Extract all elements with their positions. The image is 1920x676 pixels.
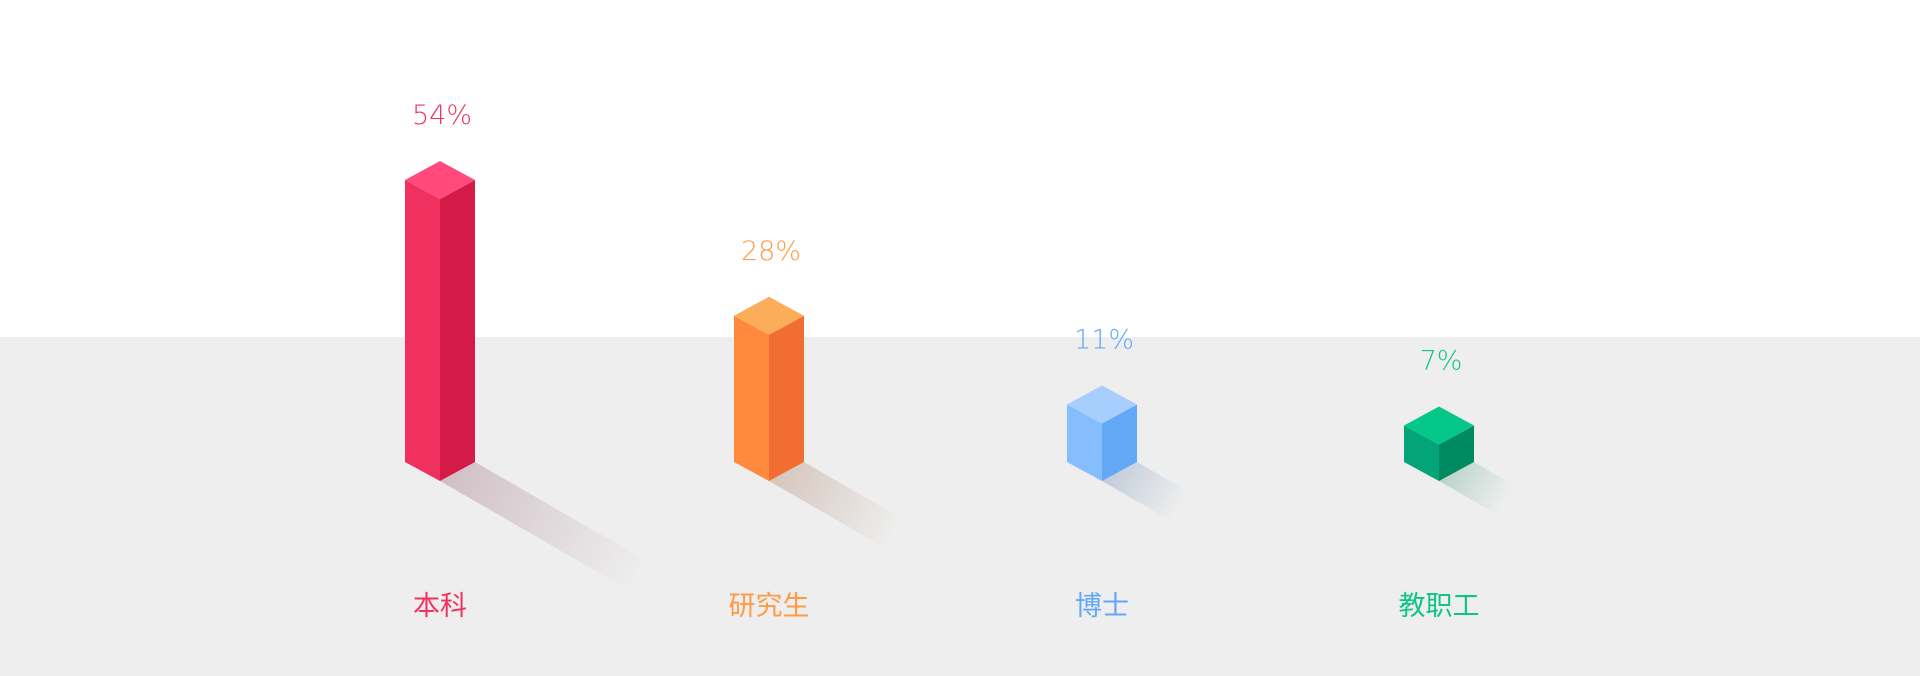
category-label: 博士 (1075, 591, 1129, 622)
bar-shadow (440, 462, 666, 591)
bar-left-face (1404, 425, 1439, 481)
category-label: 研究生 (729, 591, 810, 622)
bars-layer: 54% 本科 28% 研究生 11% 博士 7% 教职工 (405, 100, 1533, 622)
value-label: 7% (1420, 345, 1463, 376)
value-label: 28% (741, 236, 801, 267)
bar-shadow (1102, 462, 1207, 522)
value-label: 11% (1074, 325, 1134, 356)
category-label: 教职工 (1399, 591, 1480, 622)
bar-top-face (1067, 385, 1137, 424)
background-top (0, 0, 1920, 337)
bar-group: 11% 博士 (1067, 325, 1207, 622)
bar-left-face (1067, 404, 1102, 481)
bar-top-face (405, 161, 475, 199)
bar-right-face (1102, 404, 1137, 481)
value-label: 54% (412, 100, 472, 131)
floor-band (0, 337, 1920, 676)
bar-group: 7% 教职工 (1399, 345, 1533, 622)
bar-group: 54% 本科 (405, 100, 666, 622)
bar-right-face (1439, 425, 1474, 481)
bar-group: 28% 研究生 (729, 236, 922, 622)
bar-left-face (734, 315, 769, 481)
bar-top-face (1404, 406, 1474, 445)
bar-left-face (405, 180, 440, 481)
bar-right-face (769, 315, 804, 481)
category-label: 本科 (413, 591, 467, 622)
bar-top-face (734, 296, 804, 335)
bar-shadow (769, 462, 922, 549)
bar-right-face (440, 180, 475, 481)
bar-shadow (1439, 462, 1533, 515)
